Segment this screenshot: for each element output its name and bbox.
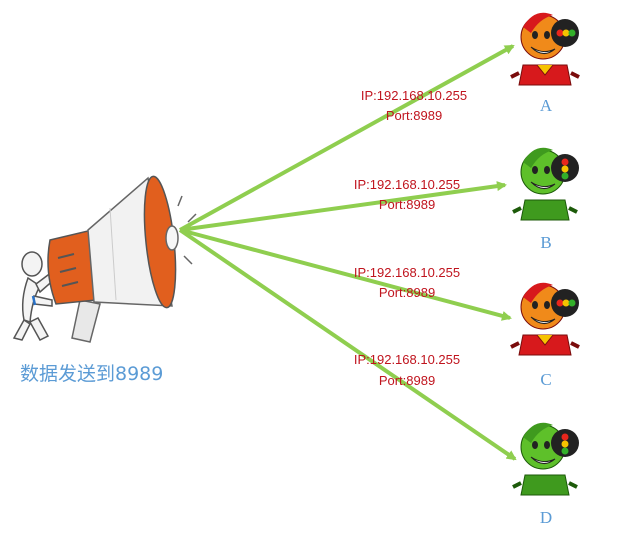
ip-label: IP:192.168.10.255	[354, 265, 460, 280]
port-label: Port:8989	[379, 373, 435, 388]
address-label-a: IP:192.168.10.255 Port:8989	[361, 88, 467, 123]
address-label-b: IP:192.168.10.255 Port:8989	[354, 177, 460, 212]
robot-b-icon	[512, 147, 579, 221]
ip-label: IP:192.168.10.255	[354, 177, 460, 192]
arrow-to-b	[179, 181, 507, 232]
port-label: Port:8989	[386, 108, 442, 123]
caption-text: 数据发送到8989	[20, 363, 163, 385]
arrow-to-d	[178, 228, 517, 461]
arrow-to-a	[179, 44, 515, 232]
robot-c-icon	[510, 282, 580, 356]
robot-a-icon	[510, 12, 580, 86]
node-letter-a: A	[540, 96, 553, 115]
megaphone-icon	[12, 175, 197, 343]
port-label: Port:8989	[379, 285, 435, 300]
node-letter-d: D	[540, 508, 552, 527]
port-label: Port:8989	[379, 197, 435, 212]
address-label-c: IP:192.168.10.255 Port:8989	[354, 265, 460, 300]
node-letter-b: B	[540, 233, 551, 252]
ip-label: IP:192.168.10.255	[361, 88, 467, 103]
robot-d-icon	[512, 422, 579, 496]
arrows	[178, 44, 517, 461]
address-label-d: IP:192.168.10.255 Port:8989	[354, 352, 460, 388]
arrow-to-c	[179, 228, 512, 321]
ip-label: IP:192.168.10.255	[354, 352, 460, 367]
node-letter-c: C	[540, 370, 551, 389]
